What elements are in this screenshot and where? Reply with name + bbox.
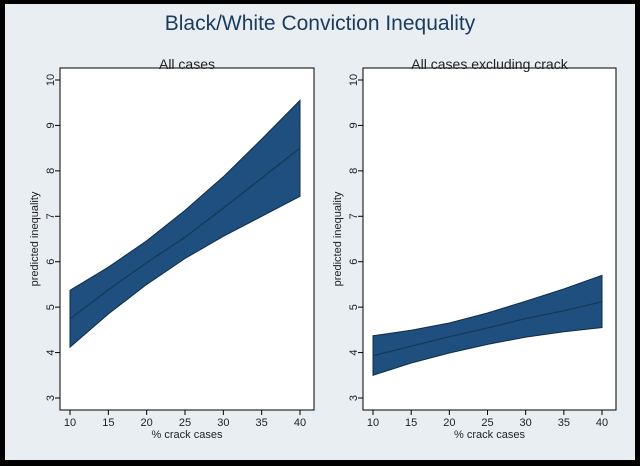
y-tick-label: 4 (348, 350, 360, 356)
x-tick-label: 30 (217, 417, 229, 429)
x-tick-label: 15 (405, 417, 417, 429)
x-tick-label: 25 (179, 417, 191, 429)
x-tick-label: 35 (256, 417, 268, 429)
x-tick-label: 20 (141, 417, 153, 429)
y-tick-label: 5 (45, 304, 57, 310)
y-tick-label: 4 (45, 350, 57, 356)
x-tick-label: 40 (596, 417, 608, 429)
y-tick-label: 10 (45, 74, 57, 86)
y-tick-label: 3 (348, 395, 360, 401)
x-axis-label: % crack cases (454, 429, 525, 441)
y-tick-label: 8 (45, 168, 57, 174)
y-tick-label: 8 (348, 168, 360, 174)
x-tick-label: 30 (520, 417, 532, 429)
estimate-line (69, 147, 301, 320)
y-tick-label: 7 (348, 213, 360, 219)
panel-title: All cases (159, 56, 215, 72)
x-tick-label: 25 (481, 417, 493, 429)
y-tick-label: 7 (45, 213, 57, 219)
chart-title: Black/White Conviction Inequality (164, 12, 476, 35)
y-tick-label: 10 (348, 74, 360, 86)
y-tick-label: 9 (348, 122, 360, 128)
y-axis-label: predicted inequality (332, 191, 344, 286)
x-tick-label: 10 (367, 417, 379, 429)
x-tick-label: 35 (558, 417, 570, 429)
x-tick-label: 20 (443, 417, 455, 429)
x-tick-label: 15 (102, 417, 114, 429)
confidence-band (69, 99, 301, 349)
chart-panel-2: All cases excluding crack 3 4 5 6 7 8 9 10 10 15 20… (332, 56, 617, 441)
confidence-band (372, 274, 603, 376)
y-tick-label: 5 (348, 304, 360, 310)
x-tick-label: 40 (294, 417, 306, 429)
chart-panel-1: All cases 3 4 5 6 7 8 9 10 10 15 20 25 30 35 40 % crack … (29, 56, 315, 441)
y-tick-label: 6 (45, 259, 57, 265)
x-axis-label: % crack cases (152, 429, 223, 441)
panel-title: All cases excluding crack (411, 56, 568, 72)
x-tick-label: 10 (64, 417, 76, 429)
y-tick-label: 6 (348, 259, 360, 265)
estimate-line (372, 301, 603, 357)
y-tick-label: 9 (45, 122, 57, 128)
y-tick-label: 3 (45, 395, 57, 401)
y-axis-label: predicted inequality (29, 191, 41, 286)
